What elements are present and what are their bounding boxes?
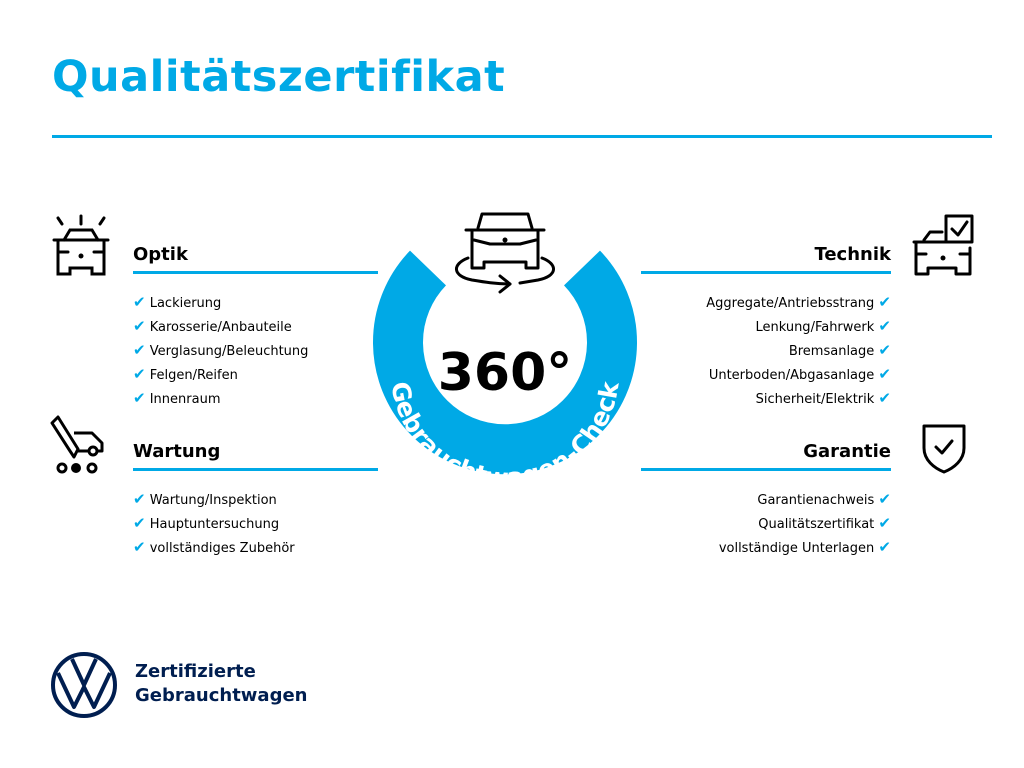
check-icon: ✔ [133, 317, 146, 335]
check-icon: ✔ [878, 365, 891, 383]
section-divider [641, 271, 891, 274]
car-lights-icon [52, 214, 110, 276]
list-item: ✔ vollständiges Zubehör [133, 538, 295, 556]
check-icon: ✔ [878, 293, 891, 311]
car-checkbox-icon [912, 214, 974, 276]
section-wartung: Wartung ✔ Wartung/Inspektion ✔ Hauptunte… [133, 438, 378, 559]
check-icon: ✔ [878, 317, 891, 335]
service-van-icon [50, 415, 104, 474]
check-icon: ✔ [133, 538, 146, 556]
check-icon: ✔ [878, 341, 891, 359]
check-icon: ✔ [133, 365, 146, 383]
page-title: Qualitätszertifikat [52, 52, 506, 102]
list-item: Sicherheit/Elektrik ✔ [755, 389, 891, 407]
section-divider [133, 468, 378, 471]
check-icon: ✔ [133, 341, 146, 359]
section-divider [641, 468, 891, 471]
section-garantie: Garantie Garantienachweis ✔ Qualitätszer… [641, 438, 891, 559]
car-rotate-icon [455, 212, 555, 294]
section-heading: Optik [133, 244, 188, 265]
list-item: ✔ Wartung/Inspektion [133, 490, 277, 508]
shield-check-icon [922, 424, 966, 474]
section-technik: Technik Aggregate/Antriebsstrang ✔ Lenku… [641, 241, 891, 410]
list-item: ✔ Felgen/Reifen [133, 365, 238, 383]
check-icon: ✔ [133, 490, 146, 508]
title-divider [52, 135, 992, 138]
brand-line-1: Zertifizierte [135, 661, 256, 682]
list-item: ✔ Verglasung/Beleuchtung [133, 341, 309, 359]
vw-logo [51, 652, 117, 718]
section-optik: Optik ✔ Lackierung ✔ Karosserie/Anbautei… [133, 241, 378, 410]
brand-line-2: Gebrauchtwagen [135, 685, 308, 706]
list-item: ✔ Lackierung [133, 293, 222, 311]
brand-text: Zertifizierte Gebrauchtwagen [135, 660, 307, 708]
list-item: Lenkung/Fahrwerk ✔ [755, 317, 891, 335]
check-icon: ✔ [878, 514, 891, 532]
list-item: Unterboden/Abgasanlage ✔ [708, 365, 891, 383]
check-icon: ✔ [878, 538, 891, 556]
check-icon: ✔ [133, 293, 146, 311]
check-icon: ✔ [878, 490, 891, 508]
section-divider [133, 271, 378, 274]
list-item: Bremsanlage ✔ [788, 341, 891, 359]
badge-ring [373, 250, 637, 475]
list-item: ✔ Karosserie/Anbauteile [133, 317, 292, 335]
check-icon: ✔ [133, 389, 146, 407]
section-heading: Garantie [803, 441, 891, 462]
list-item: vollständige Unterlagen ✔ [718, 538, 891, 556]
list-item: Garantienachweis ✔ [757, 490, 891, 508]
list-item: ✔ Hauptuntersuchung [133, 514, 280, 532]
section-heading: Technik [814, 244, 891, 265]
360-check-badge: 360° Gebrauchtwagen-Check [373, 212, 637, 492]
list-item: ✔ Innenraum [133, 389, 221, 407]
360-label: 360° [438, 343, 573, 403]
section-heading: Wartung [133, 441, 221, 462]
list-item: Aggregate/Antriebsstrang ✔ [706, 293, 891, 311]
check-icon: ✔ [878, 389, 891, 407]
check-icon: ✔ [133, 514, 146, 532]
list-item: Qualitätszertifikat ✔ [758, 514, 891, 532]
